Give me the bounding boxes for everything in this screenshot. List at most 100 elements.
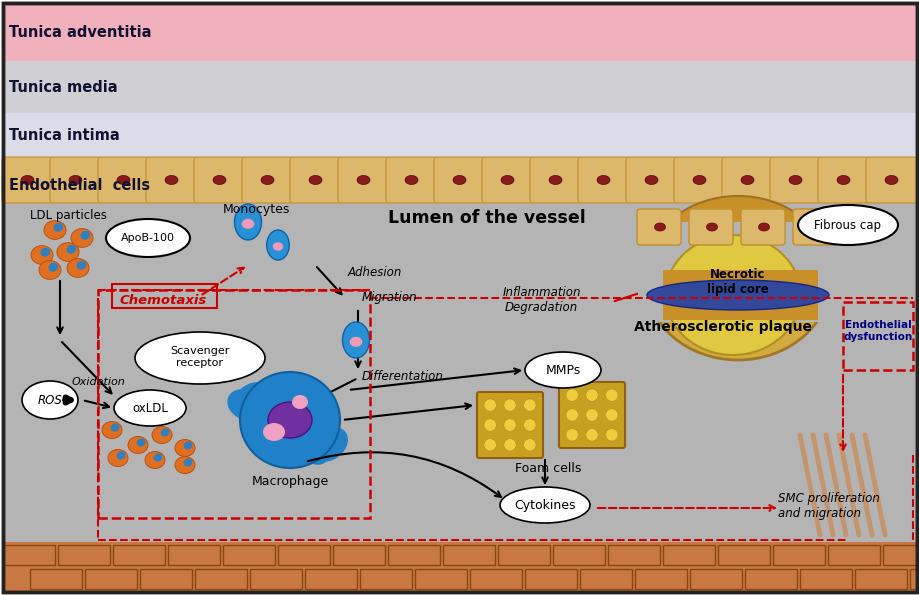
- FancyBboxPatch shape: [740, 209, 784, 245]
- Ellipse shape: [504, 419, 516, 431]
- Bar: [689, 569, 742, 589]
- Ellipse shape: [605, 409, 618, 421]
- Bar: [663, 270, 817, 320]
- FancyBboxPatch shape: [386, 157, 437, 203]
- Text: Endothelial  cells: Endothelial cells: [9, 177, 150, 193]
- Bar: [3, 542, 916, 592]
- Text: Inflammation: Inflammation: [503, 287, 581, 299]
- Ellipse shape: [525, 352, 600, 388]
- FancyBboxPatch shape: [636, 209, 680, 245]
- Ellipse shape: [706, 223, 717, 231]
- FancyBboxPatch shape: [769, 157, 820, 203]
- Ellipse shape: [645, 200, 830, 360]
- Ellipse shape: [40, 248, 51, 257]
- FancyBboxPatch shape: [2, 157, 53, 203]
- FancyBboxPatch shape: [289, 157, 341, 203]
- Bar: [497, 545, 550, 565]
- Ellipse shape: [523, 419, 536, 431]
- Bar: [140, 569, 192, 589]
- Ellipse shape: [213, 176, 226, 184]
- Ellipse shape: [504, 399, 516, 411]
- Ellipse shape: [501, 176, 514, 184]
- Bar: [642, 222, 834, 322]
- Bar: [663, 545, 714, 565]
- Text: ROS: ROS: [38, 393, 62, 406]
- Bar: [388, 545, 439, 565]
- Ellipse shape: [135, 332, 265, 384]
- Ellipse shape: [404, 176, 417, 184]
- Ellipse shape: [161, 428, 169, 437]
- Ellipse shape: [284, 375, 314, 415]
- Bar: [637, 220, 837, 320]
- Ellipse shape: [117, 452, 125, 459]
- Ellipse shape: [297, 427, 330, 465]
- Ellipse shape: [605, 428, 618, 441]
- Bar: [827, 545, 879, 565]
- Text: ApoB-100: ApoB-100: [121, 233, 175, 243]
- Bar: [414, 569, 467, 589]
- Bar: [278, 545, 330, 565]
- FancyBboxPatch shape: [865, 157, 916, 203]
- Bar: [333, 545, 384, 565]
- FancyBboxPatch shape: [559, 382, 624, 448]
- Ellipse shape: [596, 176, 609, 184]
- Ellipse shape: [152, 427, 172, 443]
- Text: Degradation: Degradation: [505, 302, 578, 315]
- Ellipse shape: [267, 402, 312, 438]
- FancyBboxPatch shape: [242, 157, 292, 203]
- Ellipse shape: [234, 204, 261, 240]
- Ellipse shape: [648, 196, 826, 338]
- Ellipse shape: [797, 205, 897, 245]
- Ellipse shape: [585, 428, 597, 441]
- FancyBboxPatch shape: [792, 209, 836, 245]
- Text: Endothelial
dysfunction: Endothelial dysfunction: [843, 320, 912, 342]
- Ellipse shape: [585, 389, 597, 402]
- Ellipse shape: [664, 235, 800, 355]
- Ellipse shape: [452, 176, 466, 184]
- Bar: [772, 545, 824, 565]
- Ellipse shape: [184, 441, 192, 450]
- Ellipse shape: [175, 440, 195, 456]
- Ellipse shape: [175, 456, 195, 474]
- Text: Macrophage: Macrophage: [251, 475, 328, 488]
- Ellipse shape: [309, 176, 322, 184]
- Ellipse shape: [263, 423, 285, 441]
- Ellipse shape: [644, 176, 657, 184]
- Bar: [305, 569, 357, 589]
- Ellipse shape: [153, 453, 163, 462]
- Ellipse shape: [836, 176, 849, 184]
- Ellipse shape: [272, 242, 283, 250]
- Bar: [854, 569, 906, 589]
- Bar: [800, 569, 851, 589]
- Ellipse shape: [291, 395, 308, 409]
- Bar: [470, 569, 521, 589]
- Bar: [3, 61, 916, 113]
- Ellipse shape: [549, 176, 562, 184]
- Text: LDL particles: LDL particles: [30, 208, 107, 221]
- Ellipse shape: [261, 176, 274, 184]
- Bar: [3, 202, 916, 542]
- FancyBboxPatch shape: [482, 157, 532, 203]
- Bar: [607, 545, 659, 565]
- FancyBboxPatch shape: [817, 157, 868, 203]
- Ellipse shape: [31, 246, 53, 264]
- Bar: [222, 545, 275, 565]
- Bar: [3, 3, 916, 61]
- Ellipse shape: [227, 389, 266, 421]
- Ellipse shape: [71, 228, 93, 248]
- Ellipse shape: [483, 439, 496, 451]
- Bar: [112, 284, 217, 308]
- Ellipse shape: [585, 409, 597, 421]
- Ellipse shape: [108, 449, 128, 466]
- Bar: [744, 569, 796, 589]
- Ellipse shape: [504, 439, 516, 451]
- Bar: [30, 569, 82, 589]
- Ellipse shape: [69, 176, 82, 184]
- Ellipse shape: [67, 259, 89, 277]
- Ellipse shape: [53, 223, 63, 232]
- Ellipse shape: [39, 261, 61, 279]
- FancyBboxPatch shape: [625, 157, 676, 203]
- Ellipse shape: [145, 452, 165, 468]
- Text: Chemotaxis: Chemotaxis: [119, 293, 207, 306]
- FancyBboxPatch shape: [194, 157, 244, 203]
